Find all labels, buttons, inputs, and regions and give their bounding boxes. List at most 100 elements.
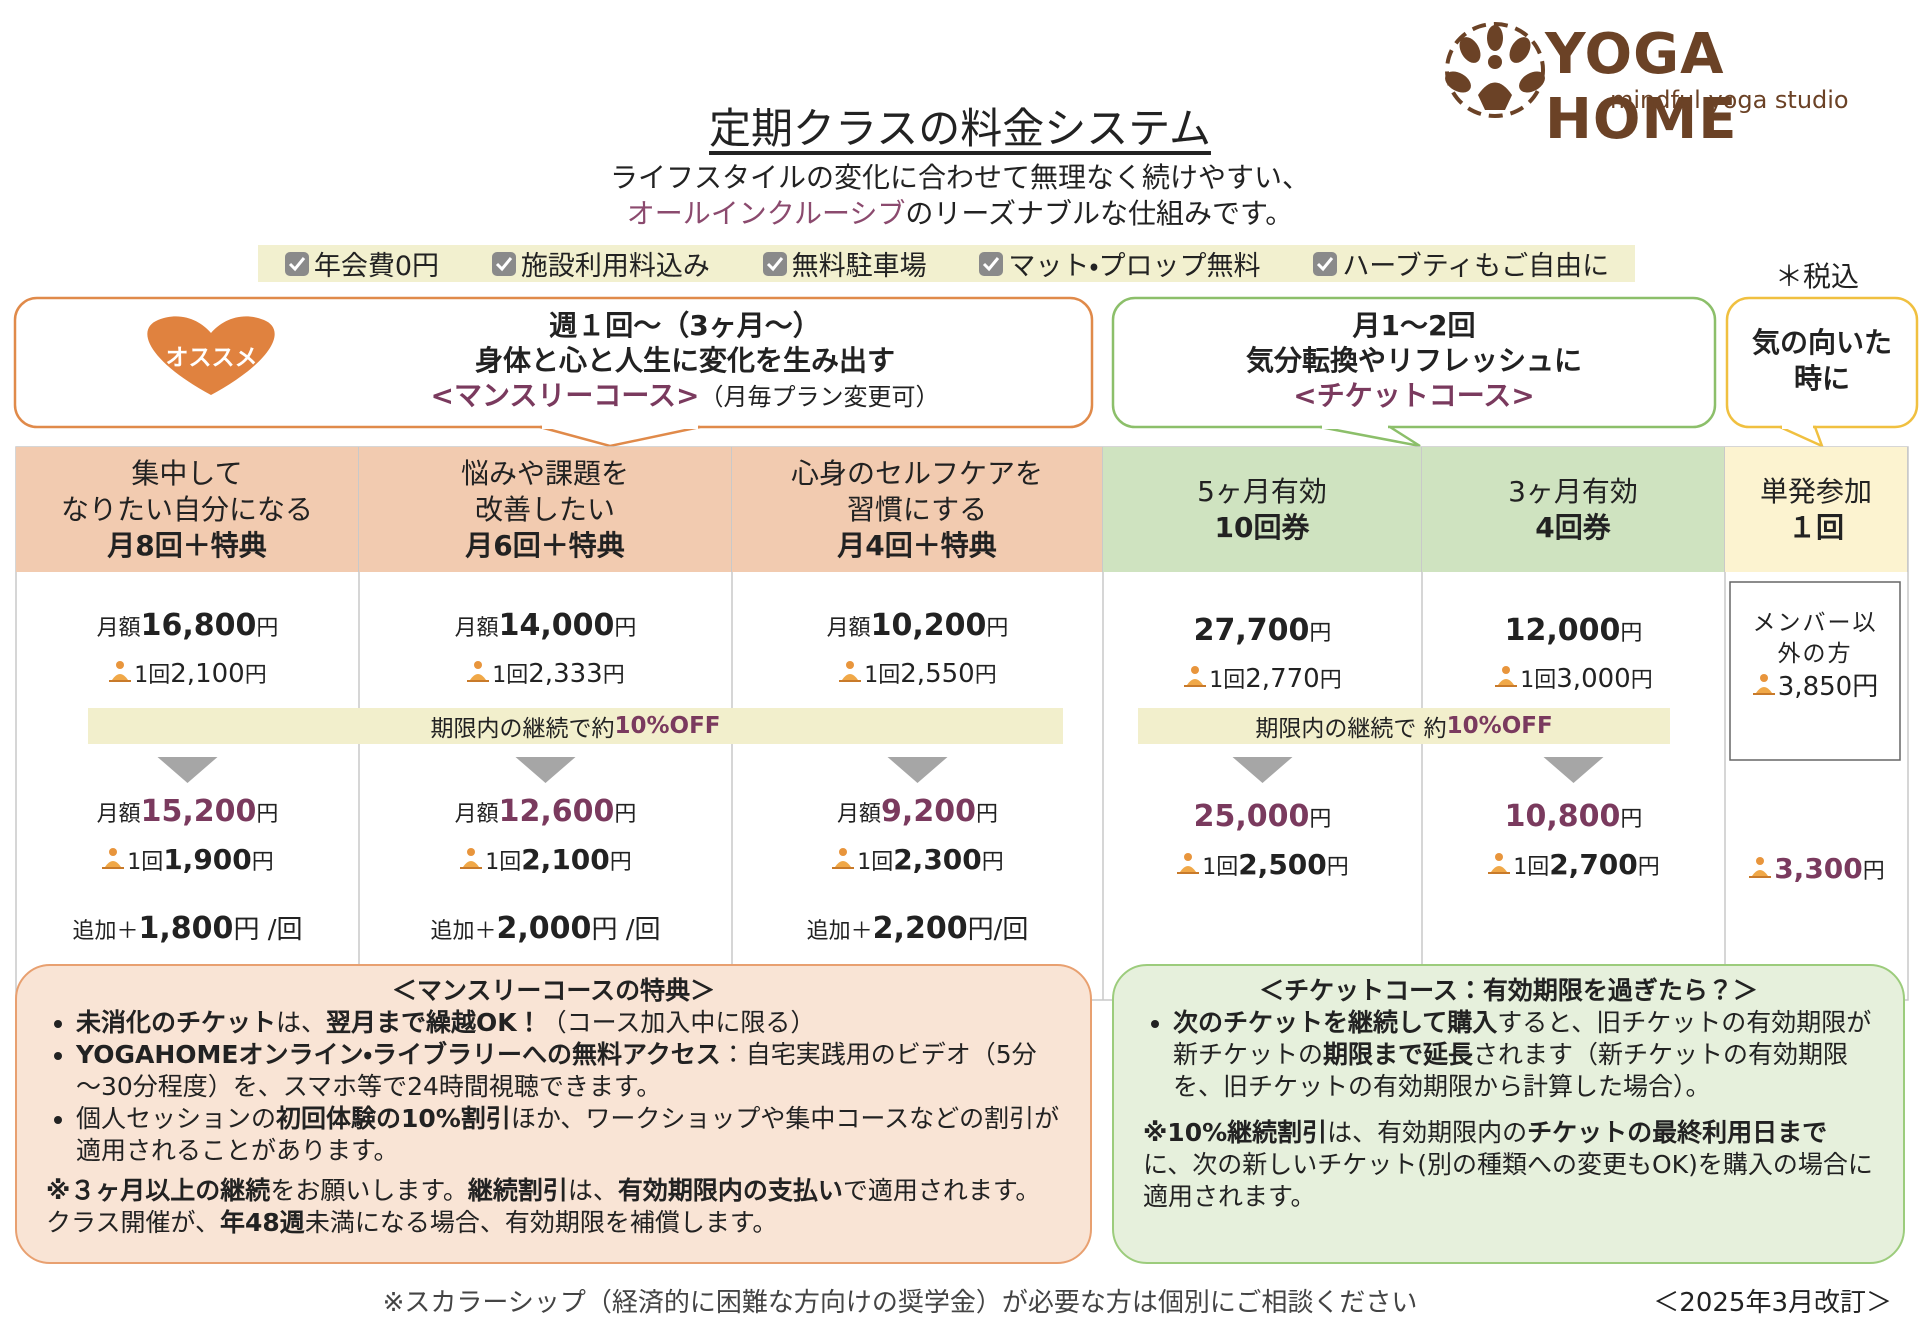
column-header: 3ヶ月有効 4回券: [1422, 447, 1725, 572]
header-line: 悩みや課題を: [460, 456, 629, 490]
text: をお願いします。: [270, 1176, 468, 1205]
yoga-icon: [831, 847, 855, 869]
single-course: 気の向いた時に: [1752, 326, 1893, 395]
check-icon: [491, 251, 516, 276]
text: は、: [276, 1008, 327, 1037]
check-icon: [762, 251, 787, 276]
price-unit: 円: [1620, 621, 1643, 646]
subtitle-line: ライフスタイルの変化に合わせて無理なく続けやすい、: [609, 161, 1310, 194]
price-label: 1回: [1209, 668, 1246, 693]
price-row: 27,700 円: [1103, 613, 1422, 653]
price-unit: 円: [1862, 859, 1885, 884]
text: は、: [567, 1176, 618, 1205]
price-unit: 円: [986, 616, 1009, 641]
price-unit: 円: [1309, 621, 1332, 646]
banner-highlight: 10%OFF: [1446, 713, 1553, 739]
check-icon: [979, 251, 1004, 276]
yoga-figure: [460, 848, 483, 869]
text: で適用されます。クラス開催が、: [46, 1176, 1041, 1237]
price-amount: 9,200: [881, 794, 976, 829]
text: されます（新チケットの有効期限を、旧チケットの有効期限から計算した場合）。: [1173, 1040, 1849, 1101]
price-label: 月額: [826, 616, 871, 641]
price-row: 12,000 円: [1422, 613, 1725, 653]
column-header: 悩みや課題を 改善したい 月6回＋特典: [359, 447, 732, 572]
yoga-figure: [1488, 853, 1511, 874]
price-amount: 2,100: [170, 659, 245, 689]
price-amount: 12,600: [498, 794, 615, 829]
column-header: 集中して なりたい自分になる 月8回＋特典: [16, 447, 359, 572]
discount-banner: 期限内の継続で 約 10%OFF: [1138, 708, 1670, 744]
bold: 次のチケットを継続して購入: [1173, 1008, 1498, 1037]
monthly-benefits: ＜マンスリーコースの特典＞ 未消化のチケットは、翌月まで繰越OK！（コース加入中…: [16, 965, 1091, 1263]
yoga-icon: [101, 847, 125, 869]
text: ほか、ワークショップや集中コースなどの割引が適用されることがあります。: [76, 1104, 1060, 1165]
ticket-benefits-box: [1112, 964, 1905, 1264]
text: ：自宅実践用のビデオ（5分～30分程度）を、スマホ等で24時間視聴できます。: [76, 1040, 1037, 1101]
price-row: 10,800 円: [1422, 799, 1725, 839]
price-label: 月額: [96, 616, 141, 641]
feature: 年会費0円: [284, 244, 439, 283]
feature-text: 無料駐車場: [791, 251, 927, 282]
price-row: 1回 3,000 円: [1422, 662, 1725, 702]
price-unit: 円: [256, 616, 279, 641]
monthly-course: 週１回～（3ヶ月～） 身体と心と人生に変化を生み出す <マンスリーコース>（月毎…: [280, 308, 1090, 415]
text: （コース加入中に限る）: [541, 1008, 816, 1037]
price-row: 1回 2,700 円: [1422, 848, 1725, 888]
header-plan: 月4回＋特典: [837, 528, 997, 562]
banner-text: 期限内の継続で 約: [1255, 716, 1447, 742]
price-amount: 2,000: [496, 911, 592, 946]
yoga-figure: [1184, 666, 1207, 687]
header-plan: 月8回＋特典: [107, 528, 267, 562]
tagline: 気分転換やリフレッシュに: [1245, 344, 1582, 377]
yoga-figure: [109, 661, 132, 682]
price-unit: 円/回: [967, 915, 1029, 945]
price-row: 3,300 円: [1725, 852, 1908, 892]
bubble-tail: [1319, 425, 1421, 448]
bold: YOGAHOMEオンライン・ライブラリーへの無料アクセス: [76, 1040, 721, 1069]
logo-name: YOGA HOME: [1545, 22, 1738, 152]
price-unit: 円: [1630, 668, 1653, 693]
frequency: 月1～2回: [1352, 309, 1476, 342]
feature-text: ハーブティもご自由に: [1342, 251, 1610, 282]
price-label: 月額: [837, 802, 882, 827]
yoga-icon: [1748, 856, 1772, 878]
yoga-figure: [467, 661, 490, 682]
price-amount: 3,300: [1774, 852, 1863, 885]
feature: 無料駐車場: [762, 244, 927, 283]
subtitle-text: のリーズナブルな仕組みです。: [905, 197, 1294, 230]
frequency: 週１回～（3ヶ月～）: [549, 309, 821, 342]
header-line: 5ヶ月有効: [1197, 474, 1327, 508]
bold: 初回体験の10%割引: [276, 1104, 511, 1133]
price-row: 月額 12,600 円: [359, 794, 732, 834]
check-icon: [1313, 251, 1338, 276]
bold: 有効期限内の支払い: [617, 1176, 843, 1205]
bold: ※10%継続割引: [1143, 1118, 1328, 1147]
tagline: 身体と心と人生に変化を生み出す: [474, 344, 895, 377]
price-row: 追加＋ 2,000 円 /回: [359, 909, 732, 949]
price-unit: 円: [614, 616, 637, 641]
discount-banner: 期限内の継続で約 10%OFF: [88, 708, 1063, 744]
price-unit: 円: [981, 850, 1004, 875]
feature: 施設利用料込み: [491, 244, 710, 283]
price-label: 1回: [127, 850, 164, 875]
price-amount: 2,550: [900, 659, 975, 689]
price-row: 1回 1,900 円: [16, 843, 359, 883]
price-amount: 10,200: [870, 608, 987, 643]
price-amount: 2,100: [521, 843, 610, 876]
checkbox: [978, 251, 1004, 277]
text: は、有効期限内の: [1327, 1118, 1528, 1147]
subtitle: ライフスタイルの変化に合わせて無理なく続けやすい、 オールインクルーシブのリーズ…: [460, 160, 1460, 232]
price-unit: 円: [974, 663, 997, 688]
price-amount: 3,000: [1556, 664, 1631, 694]
price-label: 1回: [1520, 668, 1557, 693]
price-amount: 27,700: [1193, 613, 1310, 648]
price-row: 1回 2,100 円: [16, 657, 359, 697]
title: 定期クラスの料金システム: [560, 95, 1360, 156]
yoga-figure: [1495, 666, 1518, 687]
monthly-benefits-box: [15, 964, 1092, 1264]
tax-note: ＊税込: [1775, 260, 1860, 293]
down-arrow: [1232, 757, 1293, 783]
bold: 未消化のチケット: [76, 1008, 277, 1037]
yoga-icon: [466, 660, 490, 682]
price-unit: 円: [1637, 855, 1660, 880]
